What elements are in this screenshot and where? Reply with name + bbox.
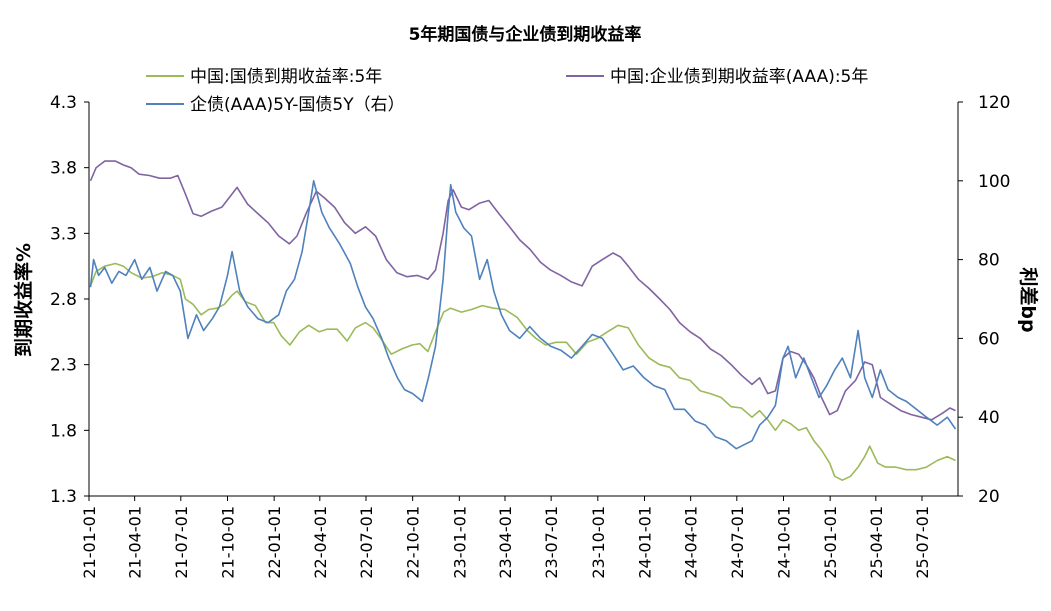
y-left-tick-label: 4.3 [50, 93, 77, 113]
legend-label-gov: 中国:国债到期收益率:5年 [190, 67, 382, 87]
x-tick-label: 23-10-01 [589, 506, 608, 579]
x-tick-label: 25-01-01 [821, 506, 840, 579]
x-tick-label: 21-10-01 [218, 506, 237, 579]
x-tick-label: 21-07-01 [172, 506, 191, 579]
x-tick-label: 23-04-01 [496, 506, 515, 579]
x-tick-label: 23-01-01 [450, 506, 469, 579]
y-left-tick-label: 2.3 [50, 356, 77, 376]
x-tick-label: 23-07-01 [542, 506, 561, 579]
y-axis-left-label: 到期收益率% [12, 243, 35, 357]
x-tick-label: 24-07-01 [728, 506, 747, 579]
axis-title-left: 到期收益率% [12, 243, 35, 357]
y-right-tick-label: 60 [978, 329, 1000, 349]
series-line-0 [89, 262, 956, 482]
y-right-tick-label: 20 [978, 487, 1000, 507]
series-layer [89, 160, 957, 482]
x-tick-label: 24-10-01 [774, 506, 793, 579]
y-left-tick-label: 3.3 [50, 224, 77, 244]
y-left-tick-label: 2.8 [50, 290, 77, 310]
legend-label-spread: 企债(AAA)5Y-国债5Y（右） [190, 95, 405, 115]
x-tick-label: 22-04-01 [311, 506, 330, 579]
legend: 中国:国债到期收益率:5年 中国:企业债到期收益率(AAA):5年 企债(AAA… [146, 67, 868, 115]
x-tick-label: 22-01-01 [265, 506, 284, 579]
y-right-tick-label: 40 [978, 408, 1000, 428]
y-right-tick-label: 80 [978, 251, 1000, 271]
x-tick-label: 21-01-01 [80, 506, 99, 579]
y-right-tick-label: 100 [978, 172, 1010, 192]
y-left-tick-label: 1.8 [50, 421, 77, 441]
x-tick-label: 21-04-01 [126, 506, 145, 579]
x-tick-label: 25-04-01 [867, 506, 886, 579]
series-line-2 [89, 180, 957, 450]
y-left-tick-label: 3.8 [50, 159, 77, 179]
x-tick-label: 24-01-01 [635, 506, 654, 579]
x-tick-label: 24-04-01 [682, 506, 701, 579]
legend-label-corp: 中国:企业债到期收益率(AAA):5年 [610, 67, 868, 87]
x-tick-label: 25-07-01 [913, 506, 932, 579]
x-tick-label: 22-07-01 [357, 506, 376, 579]
y-left-tick-label: 1.3 [50, 487, 77, 507]
x-tick-label: 22-10-01 [404, 506, 423, 579]
chart-title: 5年期国债与企业债到期收益率 [409, 24, 642, 45]
y-axis-right-label: 利差bp [1017, 267, 1040, 332]
axis-title-right: 利差bp [1017, 267, 1040, 332]
axes: 4.3 3.8 3.3 2.8 2.3 1.8 1.3 120 100 80 60 40 20 21-01… [50, 93, 1011, 579]
y-right-tick-label: 120 [978, 93, 1010, 113]
series-line-1 [89, 160, 956, 421]
